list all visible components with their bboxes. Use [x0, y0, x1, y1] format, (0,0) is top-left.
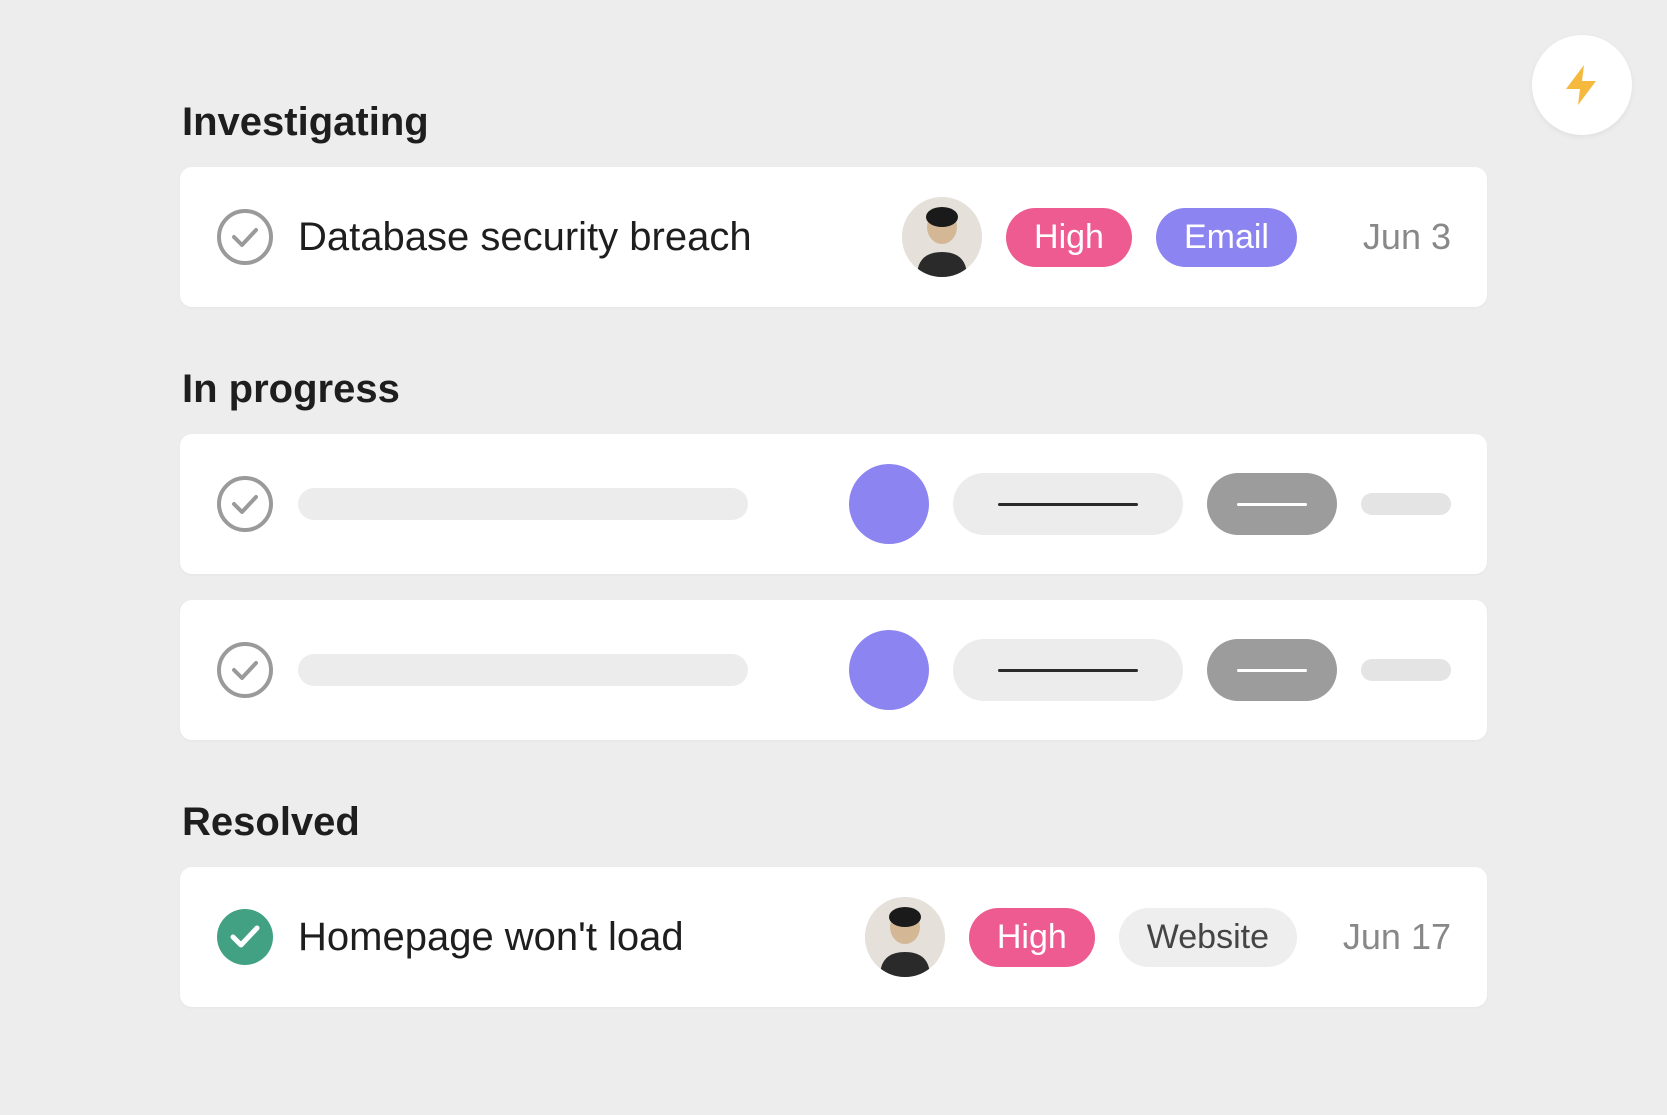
task-title: Database security breach	[298, 215, 878, 260]
skeleton-pill	[1207, 639, 1337, 701]
task-row-skeleton[interactable]	[180, 600, 1487, 740]
assignee-avatar[interactable]	[865, 897, 945, 977]
skeleton-date	[1361, 493, 1451, 515]
skeleton-pill	[953, 639, 1183, 701]
check-circle-incomplete[interactable]	[216, 475, 274, 533]
task-row[interactable]: Database security breach High Email Jun …	[180, 167, 1487, 307]
skeleton-title	[298, 654, 748, 686]
check-circle-complete[interactable]	[216, 908, 274, 966]
skeleton-title	[298, 488, 748, 520]
task-row-skeleton[interactable]	[180, 434, 1487, 574]
section-heading: Investigating	[180, 100, 1487, 145]
due-date: Jun 3	[1321, 216, 1451, 258]
skeleton-pill	[953, 473, 1183, 535]
skeleton-avatar	[849, 630, 929, 710]
skeleton-avatar	[849, 464, 929, 544]
task-row[interactable]: Homepage won't load High Website Jun 17	[180, 867, 1487, 1007]
check-circle-incomplete[interactable]	[216, 208, 274, 266]
section-investigating: Investigating Database security breach H…	[180, 100, 1487, 307]
due-date: Jun 17	[1321, 916, 1451, 958]
priority-badge[interactable]: High	[969, 908, 1095, 967]
category-badge[interactable]: Email	[1156, 208, 1297, 267]
category-badge[interactable]: Website	[1119, 908, 1297, 967]
priority-badge[interactable]: High	[1006, 208, 1132, 267]
skeleton-date	[1361, 659, 1451, 681]
section-heading: In progress	[180, 367, 1487, 412]
assignee-avatar[interactable]	[902, 197, 982, 277]
lightning-icon	[1558, 61, 1606, 109]
section-heading: Resolved	[180, 800, 1487, 845]
task-title: Homepage won't load	[298, 915, 841, 960]
section-resolved: Resolved Homepage won't load High Websit…	[180, 800, 1487, 1007]
skeleton-pill	[1207, 473, 1337, 535]
lightning-button[interactable]	[1532, 35, 1632, 135]
section-in-progress: In progress	[180, 367, 1487, 740]
check-circle-incomplete[interactable]	[216, 641, 274, 699]
